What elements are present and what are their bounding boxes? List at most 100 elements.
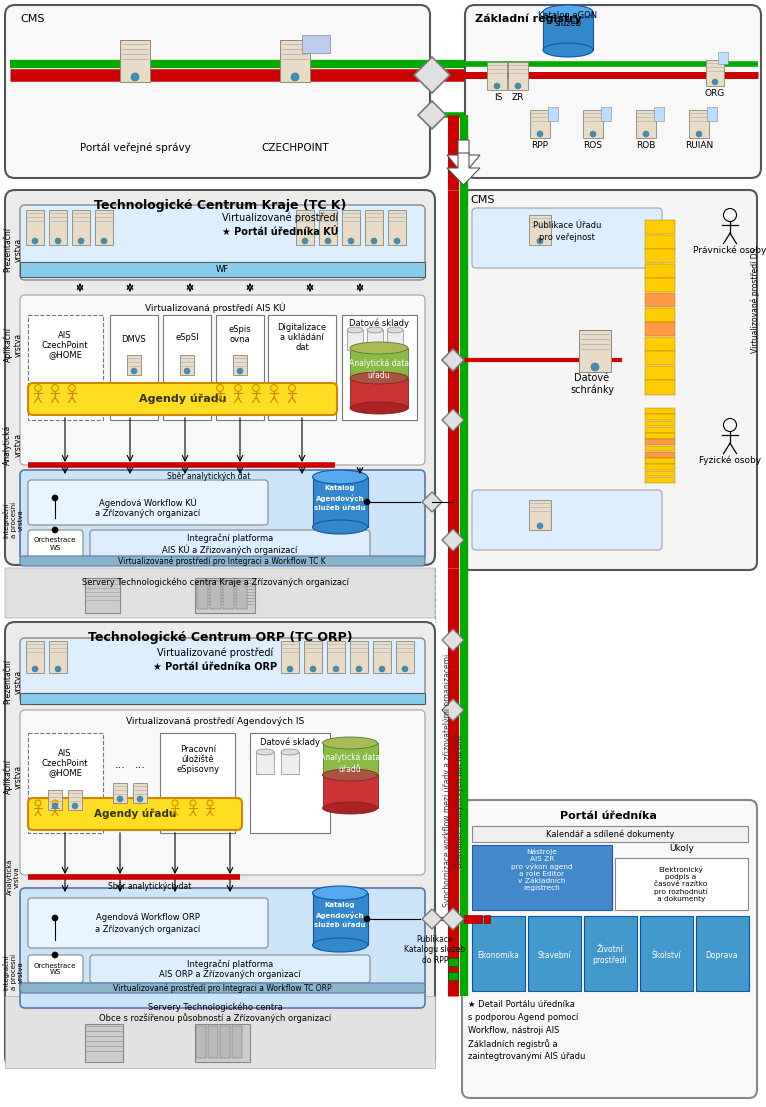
Circle shape bbox=[302, 238, 308, 244]
Text: Agendových: Agendových bbox=[316, 911, 365, 919]
Bar bbox=[180, 355, 194, 375]
Ellipse shape bbox=[313, 886, 368, 900]
Text: ★ Portál úředníka KÚ: ★ Portál úředníka KÚ bbox=[221, 227, 339, 237]
Bar bbox=[396, 641, 414, 673]
Circle shape bbox=[356, 666, 362, 672]
Text: CzechPoint: CzechPoint bbox=[42, 341, 88, 350]
Bar bbox=[296, 210, 314, 245]
Text: s podporou Agend pomocí: s podporou Agend pomocí bbox=[468, 1013, 578, 1022]
Bar bbox=[268, 315, 336, 420]
Bar bbox=[645, 337, 675, 351]
Bar bbox=[365, 210, 383, 245]
Text: Sběr analytických dat: Sběr analytických dat bbox=[108, 882, 192, 891]
Text: ★ Portál úředníka ORP: ★ Portál úředníka ORP bbox=[153, 662, 277, 672]
Bar bbox=[195, 1024, 250, 1062]
Bar bbox=[195, 578, 255, 613]
Ellipse shape bbox=[347, 327, 363, 333]
Text: eSpis: eSpis bbox=[229, 325, 251, 334]
Polygon shape bbox=[442, 349, 464, 371]
Bar bbox=[304, 641, 322, 673]
Circle shape bbox=[131, 368, 137, 374]
Bar bbox=[48, 790, 62, 810]
Bar bbox=[448, 958, 458, 966]
Bar bbox=[350, 348, 408, 377]
Polygon shape bbox=[414, 56, 450, 93]
Text: pro veřejnost: pro veřejnost bbox=[539, 232, 595, 241]
Bar bbox=[529, 215, 551, 245]
Polygon shape bbox=[442, 908, 464, 930]
Bar bbox=[233, 355, 247, 375]
Bar bbox=[645, 293, 675, 307]
Circle shape bbox=[207, 800, 213, 806]
Bar bbox=[640, 915, 693, 991]
Text: Agendových: Agendových bbox=[316, 494, 365, 501]
Text: CMS: CMS bbox=[20, 14, 44, 24]
Ellipse shape bbox=[313, 938, 368, 952]
Text: služeb: služeb bbox=[555, 20, 581, 29]
Polygon shape bbox=[422, 909, 442, 929]
Text: Prezentační
vrstva: Prezentační vrstva bbox=[3, 660, 23, 704]
Circle shape bbox=[696, 131, 702, 137]
Circle shape bbox=[724, 208, 736, 221]
Text: úřadu: úřadu bbox=[368, 371, 391, 380]
Text: Virtualizovaná prostředí AIS KÚ: Virtualizovaná prostředí AIS KÚ bbox=[145, 302, 285, 313]
Text: Analytická data: Analytická data bbox=[349, 359, 409, 368]
Bar bbox=[448, 972, 458, 980]
Bar bbox=[85, 578, 120, 613]
Bar bbox=[342, 315, 417, 420]
Bar bbox=[508, 62, 528, 90]
FancyBboxPatch shape bbox=[90, 530, 370, 558]
Text: AIS: AIS bbox=[58, 331, 72, 340]
FancyBboxPatch shape bbox=[5, 6, 430, 178]
Circle shape bbox=[184, 368, 190, 374]
Text: Analytická data: Analytická data bbox=[320, 754, 380, 763]
Bar bbox=[584, 915, 637, 991]
Text: eSpisovny: eSpisovny bbox=[176, 766, 220, 775]
Text: ★ Detail Portálu úředníka: ★ Detail Portálu úředníka bbox=[468, 1000, 574, 1008]
Bar bbox=[220, 1026, 230, 1058]
Text: CMS: CMS bbox=[470, 195, 495, 205]
FancyBboxPatch shape bbox=[465, 6, 761, 178]
Bar bbox=[28, 733, 103, 832]
Bar bbox=[615, 858, 748, 910]
Polygon shape bbox=[442, 529, 464, 551]
Bar bbox=[28, 315, 103, 420]
Bar bbox=[216, 315, 264, 420]
Circle shape bbox=[52, 495, 58, 501]
Ellipse shape bbox=[350, 372, 408, 384]
Text: Datové sklady: Datové sklady bbox=[260, 737, 320, 747]
FancyBboxPatch shape bbox=[5, 568, 435, 618]
Text: Aplikační
vrstva: Aplikační vrstva bbox=[3, 328, 23, 362]
Text: úložiště: úložiště bbox=[182, 755, 214, 765]
Text: Analytická
vrstva: Analytická vrstva bbox=[3, 425, 23, 465]
Text: Agendová Workflow KÚ: Agendová Workflow KÚ bbox=[99, 498, 197, 508]
Bar bbox=[26, 210, 44, 245]
Circle shape bbox=[51, 384, 58, 392]
Circle shape bbox=[52, 915, 58, 921]
Circle shape bbox=[289, 384, 296, 392]
FancyBboxPatch shape bbox=[28, 480, 268, 525]
Text: Katalog: Katalog bbox=[325, 485, 355, 492]
Text: Datové sklady: Datové sklady bbox=[349, 318, 409, 328]
Bar bbox=[236, 581, 247, 609]
Text: ZR: ZR bbox=[512, 93, 524, 102]
Bar bbox=[313, 893, 368, 945]
Circle shape bbox=[333, 666, 339, 672]
Bar bbox=[68, 790, 82, 810]
Text: Kalendář a sdílené dokumenty: Kalendář a sdílené dokumenty bbox=[546, 829, 674, 839]
Ellipse shape bbox=[367, 327, 383, 333]
Text: Integrační
a procesní
vrstva: Integrační a procesní vrstva bbox=[2, 501, 24, 538]
Circle shape bbox=[515, 83, 521, 89]
Circle shape bbox=[72, 803, 78, 809]
Circle shape bbox=[101, 238, 107, 244]
Text: a ukládání: a ukládání bbox=[280, 332, 324, 341]
Circle shape bbox=[537, 523, 543, 529]
Bar bbox=[583, 110, 603, 138]
Bar bbox=[49, 210, 67, 245]
FancyBboxPatch shape bbox=[28, 955, 83, 983]
Bar bbox=[645, 263, 675, 278]
Bar bbox=[529, 500, 551, 530]
Text: Ekonomika: Ekonomika bbox=[477, 951, 519, 960]
Bar bbox=[72, 210, 90, 245]
Text: eSpSI: eSpSI bbox=[175, 332, 199, 341]
